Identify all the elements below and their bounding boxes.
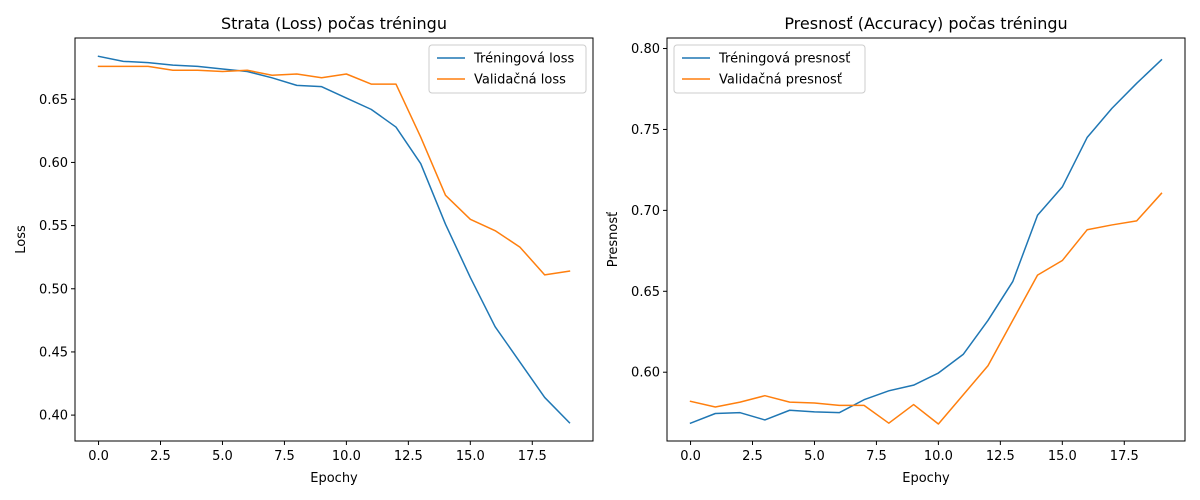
series-line-1 bbox=[689, 58, 1163, 425]
y-tick-label: 0.65 bbox=[631, 285, 660, 300]
axes-frame bbox=[666, 37, 1186, 442]
y-tick-label: 0.50 bbox=[39, 282, 68, 297]
x-tick-label: 7.5 bbox=[866, 449, 887, 464]
x-tick-label: 5.0 bbox=[804, 449, 825, 464]
y-axis-label: Loss bbox=[14, 225, 29, 254]
y-tick-label: 0.75 bbox=[631, 123, 660, 138]
legend-label: Tréningová loss bbox=[473, 52, 575, 67]
legend-label: Validačná presnosť bbox=[719, 73, 842, 88]
x-tick-label: 2.5 bbox=[150, 449, 171, 464]
legend: Tréningová presnosť Validačná presnosť bbox=[673, 44, 866, 94]
x-axis-label: Epochy bbox=[902, 471, 950, 486]
chart-panel-2: Presnosť (Accuracy) počas tréningu 0.0 2.5… bbox=[606, 14, 1186, 486]
x-tick-label: 10.0 bbox=[924, 449, 953, 464]
x-tick-label: 0.0 bbox=[680, 449, 701, 464]
y-axis-label: Presnosť bbox=[606, 212, 621, 268]
y-tick-label: 0.60 bbox=[631, 366, 660, 381]
x-tick-label: 10.0 bbox=[332, 449, 361, 464]
y-tick-label: 0.80 bbox=[631, 42, 660, 57]
axes-frame bbox=[74, 37, 594, 442]
x-tick-label: 7.5 bbox=[274, 449, 295, 464]
x-tick-label: 17.5 bbox=[1110, 449, 1139, 464]
series-line-2 bbox=[97, 65, 571, 276]
chart-panel-1: Strata (Loss) počas tréningu 0.0 2.5 5.0 7.5… bbox=[14, 14, 594, 486]
x-tick-label: 0.0 bbox=[88, 449, 109, 464]
y-tick-label: 0.40 bbox=[39, 409, 68, 424]
legend-box bbox=[673, 44, 866, 94]
legend-label: Validačná loss bbox=[474, 73, 566, 88]
legend-label: Tréningová presnosť bbox=[718, 52, 850, 67]
x-tick-label: 5.0 bbox=[212, 449, 233, 464]
y-tick-label: 0.65 bbox=[39, 93, 68, 108]
series-line-2 bbox=[689, 192, 1163, 425]
y-tick-label: 0.55 bbox=[39, 219, 68, 234]
x-tick-label: 17.5 bbox=[518, 449, 547, 464]
chart-title: Strata (Loss) počas tréningu bbox=[221, 14, 447, 33]
x-axis-label: Epochy bbox=[310, 471, 358, 486]
x-tick-label: 15.0 bbox=[1048, 449, 1077, 464]
x-tick-label: 2.5 bbox=[742, 449, 763, 464]
x-tick-label: 15.0 bbox=[456, 449, 485, 464]
legend-box bbox=[428, 44, 587, 94]
x-tick-label: 12.5 bbox=[986, 449, 1015, 464]
y-tick-label: 0.60 bbox=[39, 156, 68, 171]
y-tick-label: 0.45 bbox=[39, 345, 68, 360]
y-tick-label: 0.70 bbox=[631, 204, 660, 219]
x-tick-label: 12.5 bbox=[394, 449, 423, 464]
chart-title: Presnosť (Accuracy) počas tréningu bbox=[784, 14, 1067, 33]
series-line-1 bbox=[97, 55, 571, 424]
legend: Tréningová loss Validačná loss bbox=[428, 44, 587, 94]
